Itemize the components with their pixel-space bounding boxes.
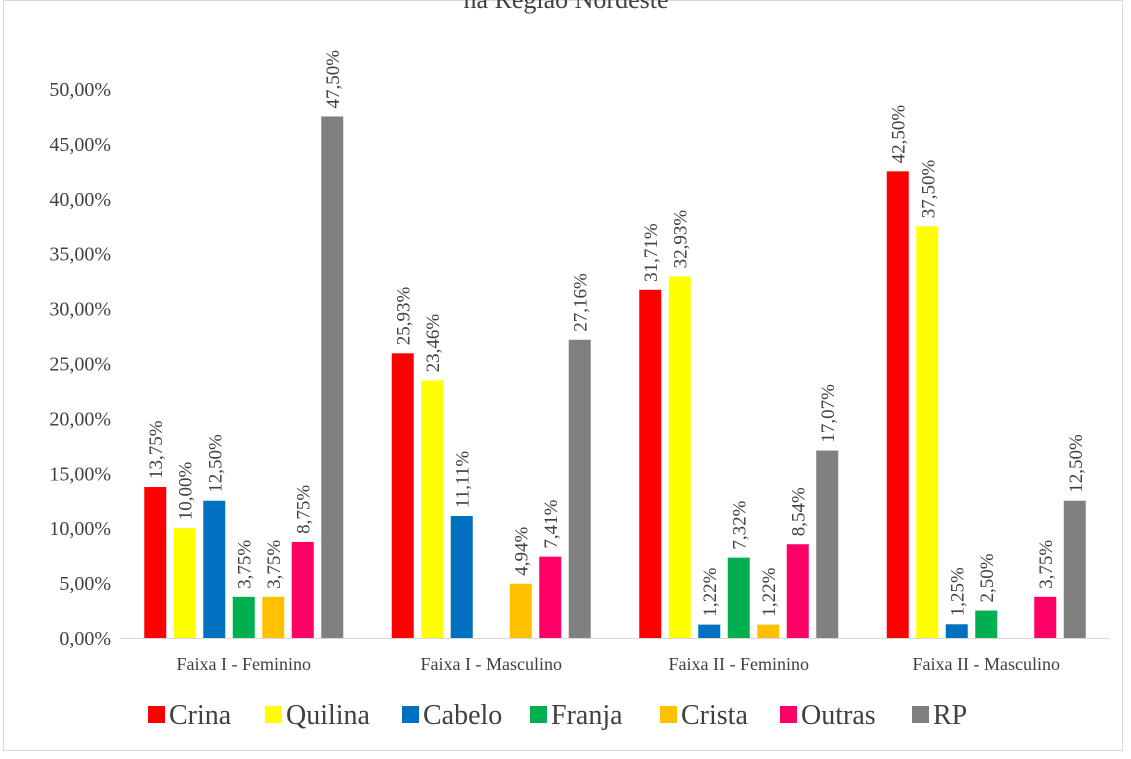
axis-layer: 0,00% 5,00% 10,00% 15,00% 20,00% 25,00% 30,00%… [49, 79, 1110, 674]
bar-crista [262, 596, 285, 638]
data-labels-layer: 13,75% 10,00% 12,50% 3,75% 3,75% 8,75% 47,50% 2… [146, 50, 1087, 617]
bar-outras [291, 541, 314, 638]
y-tick-label: 40,00% [49, 189, 111, 211]
data-label: 8,75% [294, 485, 315, 534]
bar-franja [232, 596, 255, 638]
data-label: 23,46% [423, 314, 444, 373]
bar-rp [816, 450, 839, 638]
legend-swatch-crina [148, 706, 165, 723]
bar-quilina [173, 528, 196, 638]
bar-quilina [421, 380, 444, 638]
bar-rp [321, 116, 344, 638]
legend-label-rp: RP [933, 700, 967, 731]
bar-crista [757, 624, 780, 638]
x-category-label: Faixa I - Feminino [177, 654, 311, 674]
data-label: 42,50% [889, 105, 910, 164]
legend-label-outras: Outras [801, 700, 876, 731]
bar-rp [568, 339, 591, 638]
data-label: 32,93% [671, 210, 692, 269]
data-label: 12,50% [205, 434, 226, 493]
x-category-label: Faixa I - Masculino [421, 654, 562, 674]
legend-swatch-rp [912, 706, 929, 723]
x-category-label: Faixa II - Masculino [913, 654, 1060, 674]
chart-title: na Região Nordeste [463, 0, 668, 14]
data-label: 3,75% [1036, 540, 1057, 589]
x-category-label: Faixa II - Feminino [669, 654, 809, 674]
data-label: 4,94% [512, 527, 533, 576]
y-tick-label: 25,00% [49, 354, 111, 376]
legend-label-cabelo: Cabelo [423, 700, 502, 731]
data-label: 1,25% [948, 567, 969, 616]
data-label: 8,54% [789, 487, 810, 536]
y-tick-label: 20,00% [49, 408, 111, 430]
bar-quilina [916, 226, 939, 638]
bar-cabelo [203, 500, 226, 638]
legend-label-crista: Crista [681, 700, 748, 731]
data-label: 25,93% [394, 287, 415, 346]
legend: Crina Quilina Cabelo Franja Crista Outras RP [148, 700, 967, 731]
legend-swatch-crista [660, 706, 677, 723]
bar-cabelo [698, 624, 721, 638]
legend-label-quilina: Quilina [286, 700, 371, 731]
data-label: 10,00% [176, 461, 197, 520]
bar-crina [144, 487, 167, 638]
data-label: 31,71% [641, 223, 662, 282]
data-label: 1,22% [700, 567, 721, 616]
y-tick-label: 35,00% [49, 244, 111, 266]
y-tick-label: 30,00% [49, 299, 111, 321]
bar-outras [539, 556, 562, 638]
y-tick-label: 45,00% [49, 134, 111, 156]
legend-label-crina: Crina [169, 700, 232, 731]
bar-rp [1063, 500, 1086, 638]
data-label: 7,41% [541, 499, 562, 548]
bar-quilina [668, 276, 691, 638]
data-label: 3,75% [264, 540, 285, 589]
bar-crina [886, 171, 909, 638]
bar-outras [1034, 596, 1057, 638]
y-tick-label: 5,00% [59, 573, 111, 595]
data-label: 17,07% [818, 384, 839, 443]
data-label: 12,50% [1066, 434, 1087, 493]
legend-swatch-quilina [265, 706, 282, 723]
data-label: 2,50% [977, 553, 998, 602]
data-label: 13,75% [146, 420, 167, 479]
data-label: 27,16% [571, 273, 592, 332]
legend-label-franja: Franja [551, 700, 623, 731]
data-label: 11,11% [453, 451, 474, 508]
data-label: 1,22% [759, 567, 780, 616]
bar-crina [391, 353, 414, 638]
y-tick-label: 0,00% [59, 628, 111, 650]
data-label: 37,50% [918, 160, 939, 219]
bar-franja [727, 557, 750, 638]
bar-cabelo [450, 516, 473, 638]
y-tick-label: 50,00% [49, 79, 111, 101]
legend-swatch-outras [780, 706, 797, 723]
bar-crista [509, 583, 532, 638]
bar-crina [639, 289, 662, 638]
data-label: 3,75% [235, 540, 256, 589]
bar-outras [786, 544, 809, 638]
data-label: 47,50% [323, 50, 344, 109]
bar-franja [975, 610, 998, 638]
bars-layer [144, 116, 1086, 638]
legend-swatch-franja [530, 706, 547, 723]
y-tick-label: 15,00% [49, 463, 111, 485]
y-tick-label: 10,00% [49, 518, 111, 540]
legend-swatch-cabelo [402, 706, 419, 723]
bar-cabelo [945, 624, 968, 638]
data-label: 7,32% [730, 500, 751, 549]
